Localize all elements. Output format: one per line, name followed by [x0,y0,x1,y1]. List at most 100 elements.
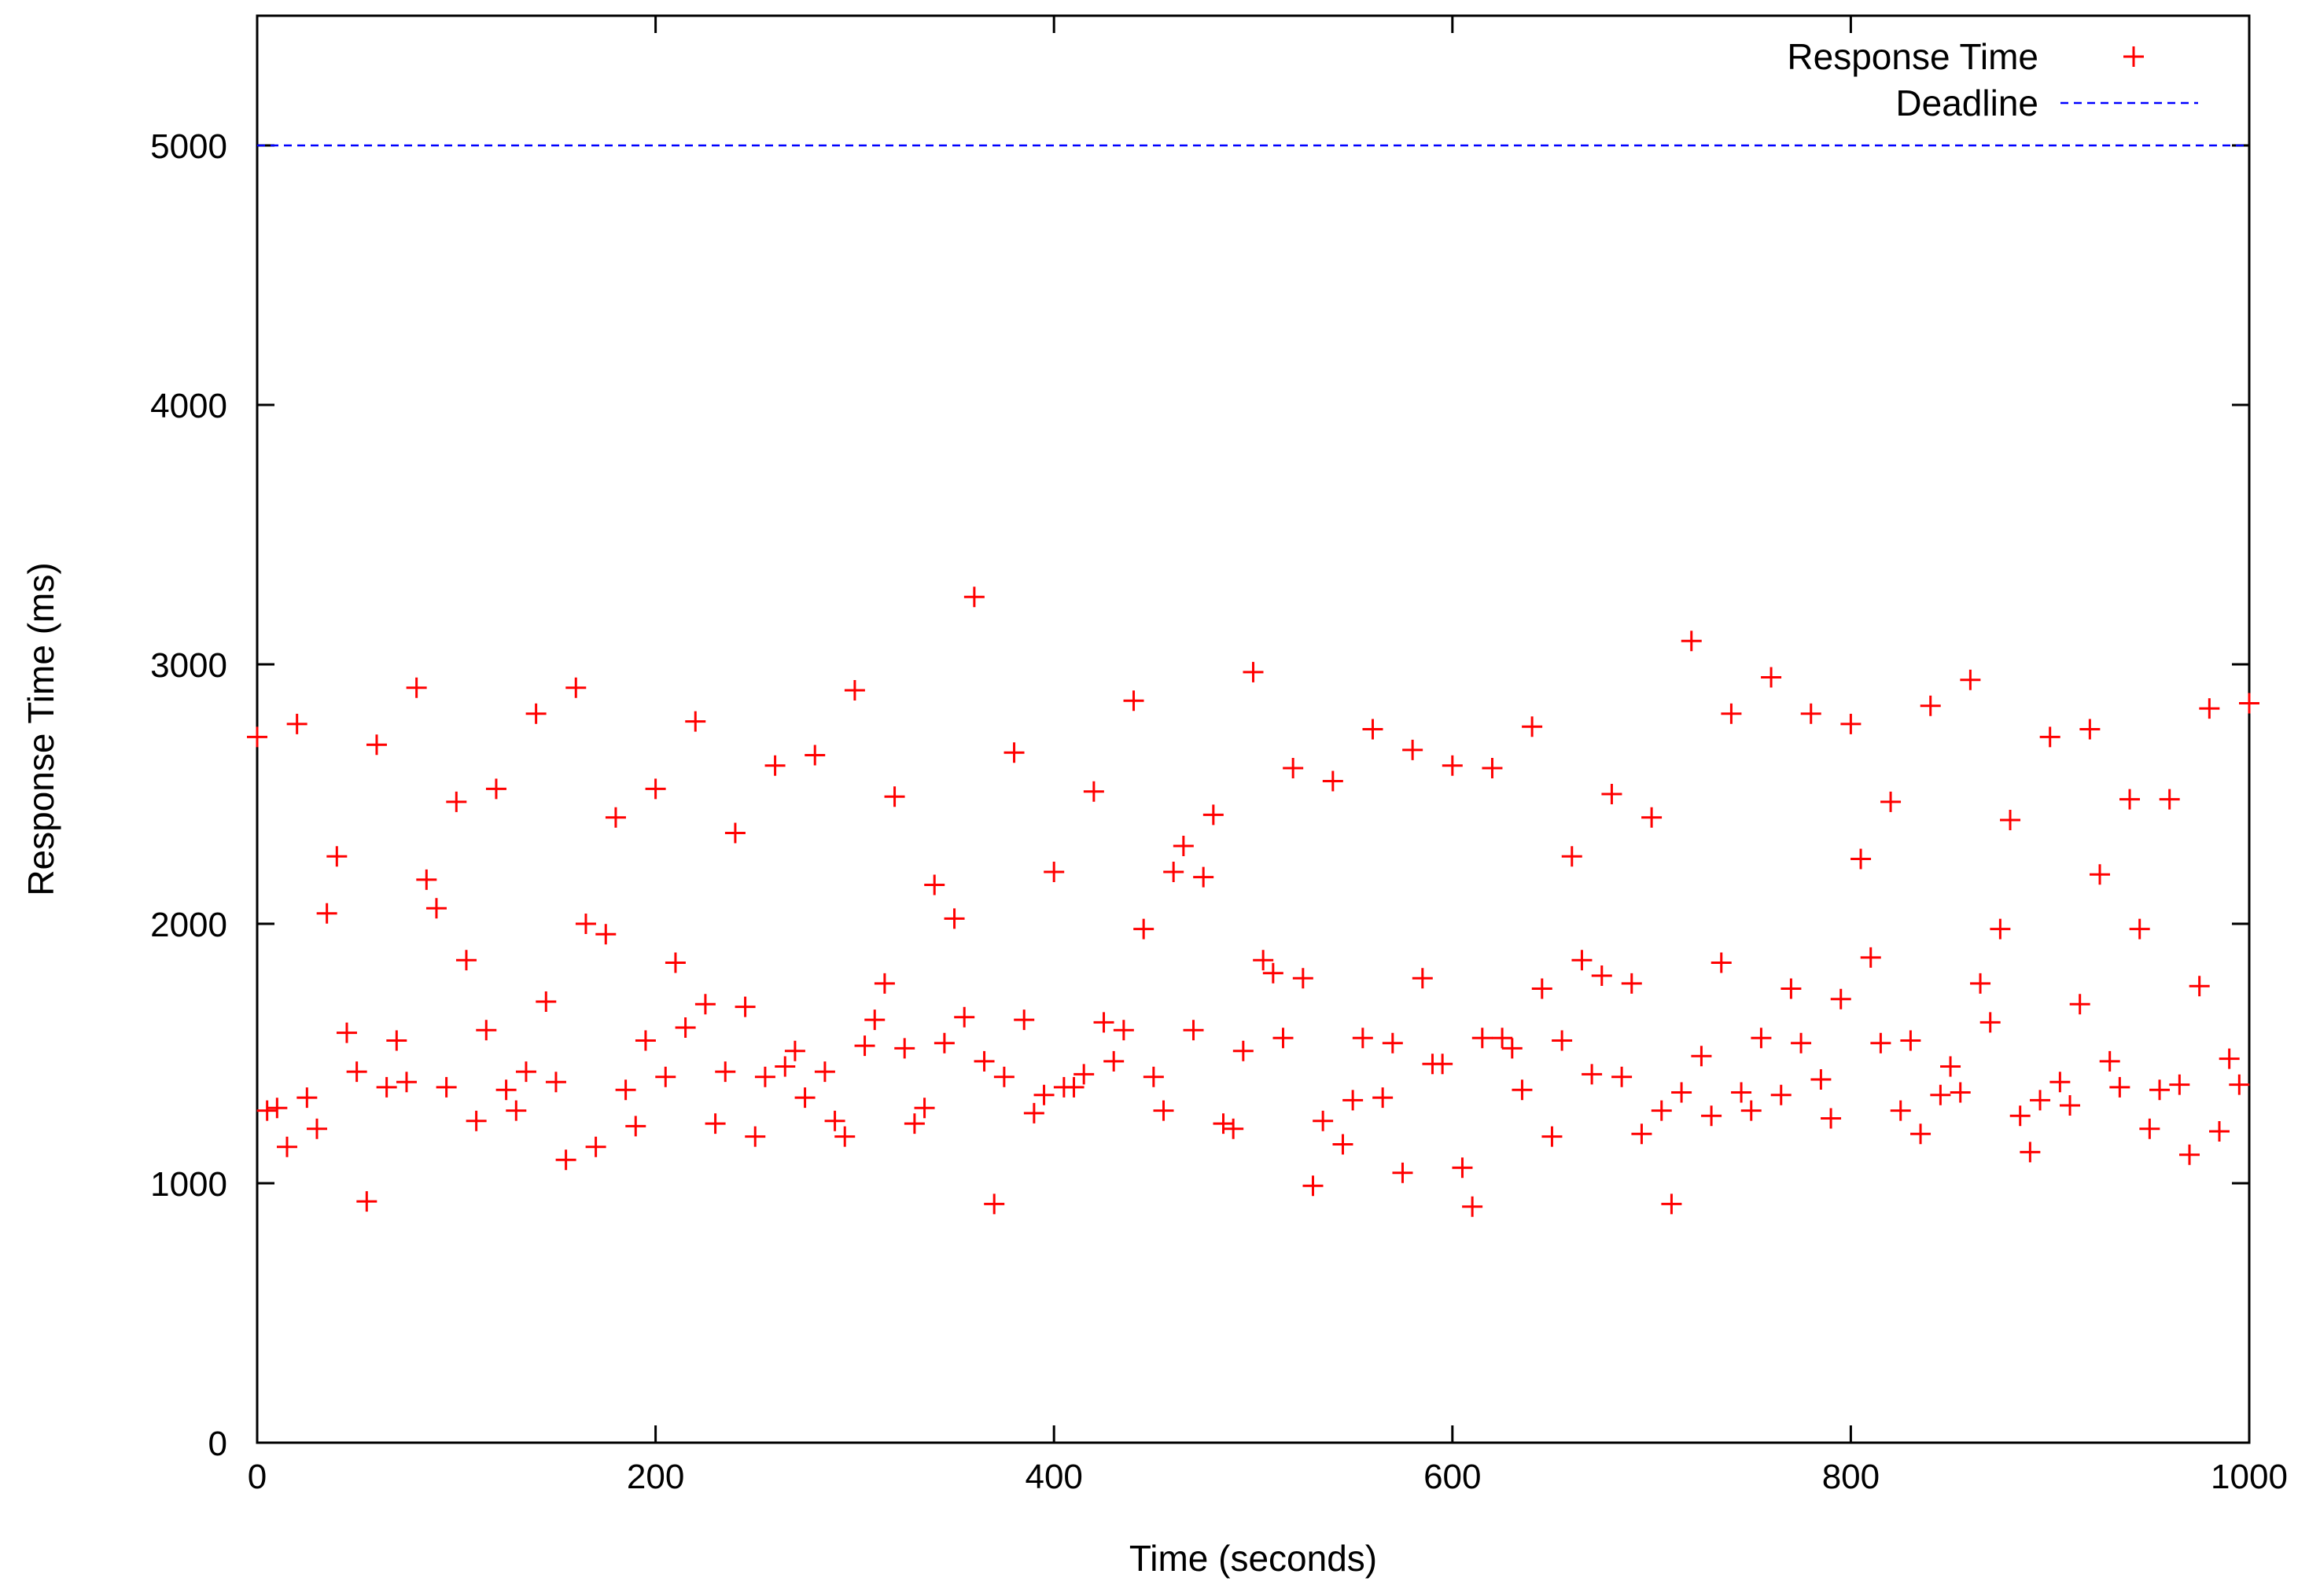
response-time-point [1392,1162,1413,1183]
response-time-point [1840,713,1862,734]
response-time-point [794,1087,816,1109]
response-time-point [1552,1030,1573,1051]
response-time-point [466,1110,487,1131]
response-time-point [436,1076,457,1098]
y-axis-title: Response Time (ms) [20,562,61,895]
response-time-point [1253,950,1274,971]
response-time-point [1202,804,1224,826]
response-time-point [694,994,716,1015]
response-time-point [1641,807,1663,828]
response-time-point [874,973,895,994]
response-time-point [1770,1084,1792,1105]
response-time-point [1163,862,1184,882]
response-time-point [784,1040,805,1061]
response-time-point [1990,918,2011,940]
response-time-point [1083,781,1104,802]
x-tick-label: 1000 [2211,1458,2288,1496]
response-time-point [1342,1090,1364,1111]
response-time-point [2000,810,2021,830]
response-time-point [1133,918,1154,940]
response-time-point [1740,1100,1762,1121]
response-time-point [2109,1076,2130,1098]
response-time-point [1950,1082,1971,1103]
response-time-point [1800,703,1821,724]
response-time-point [406,677,427,698]
response-time-point [595,924,617,945]
response-time-point [1362,719,1383,740]
response-time-point [446,791,467,812]
response-time-point [1382,1032,1403,1054]
response-time-point [1900,1030,1921,1051]
response-time-point [1352,1028,1373,1049]
response-time-point [1063,1076,1085,1098]
response-time-point [267,1098,288,1119]
response-time-point [425,898,447,919]
response-time-point [2169,1074,2190,1095]
response-time-point [2020,1142,2041,1163]
response-time-point [1193,866,1214,888]
response-time-point [2039,726,2060,748]
response-time-point [1322,770,1343,792]
response-time-point [536,991,557,1012]
response-time-point [1631,1123,1652,1145]
response-time-point [1003,742,1025,763]
response-time-point [1531,978,1552,999]
response-time-point [1213,1113,1234,1134]
response-time-point [1541,1126,1563,1147]
response-time-point [2079,719,2101,740]
response-time-point [525,703,547,724]
response-time-point [1512,1079,1533,1101]
response-time-point [1093,1012,1114,1033]
y-tick-label: 4000 [150,387,227,425]
response-time-point [1960,669,1981,690]
response-time-point [1621,973,1642,994]
response-time-point [1711,952,1732,973]
response-time-point [1721,703,1742,724]
response-time-point [1611,1066,1633,1087]
response-time-point [1462,1196,1483,1217]
response-time-point [705,1113,726,1134]
response-time-point [2099,1050,2120,1072]
legend-swatch-response-time [2123,46,2144,67]
response-time-point [724,822,746,844]
response-time-point [1492,1028,1513,1049]
response-time-point [974,1050,995,1072]
response-time-point [1920,695,1941,716]
y-tick-label: 0 [208,1425,227,1463]
response-time-point [476,1020,497,1041]
response-time-point [555,1149,576,1171]
response-time-point [1970,973,1991,994]
response-time-point [1173,836,1194,856]
response-time-point [416,869,437,890]
response-time-point [2209,1121,2230,1142]
response-time-point [1332,1134,1353,1155]
response-time-point [685,711,706,732]
response-time-point [745,1126,766,1147]
response-time-point [1940,1056,1961,1077]
tick-marks [256,16,2251,1444]
response-time-point [2139,1118,2160,1139]
response-time-point [1442,755,1463,776]
response-time-point [834,1126,856,1147]
y-tick-label: 2000 [150,906,227,944]
response-time-point [1402,739,1423,760]
response-time-point [1860,947,1881,968]
x-tick-labels: 0 200 400 600 800 1000 [248,1458,2288,1496]
x-tick-label: 0 [248,1458,267,1496]
response-time-point [326,846,348,867]
response-time-point [944,908,965,929]
response-time-point [963,587,985,608]
response-time-point [635,1030,656,1051]
response-time-point [545,1072,566,1093]
response-time-point [1781,978,1802,999]
response-time-point [1810,1069,1832,1090]
response-time-point [1691,1046,1712,1067]
legend-label-deadline: Deadline [1895,83,2038,123]
response-time-point [276,1136,297,1157]
response-time-point [1153,1100,1174,1121]
response-time-point [775,1056,796,1077]
response-time-point [256,1100,278,1121]
response-time-point [1681,631,1702,652]
response-time-point [247,726,267,748]
response-time-point [2069,994,2090,1015]
